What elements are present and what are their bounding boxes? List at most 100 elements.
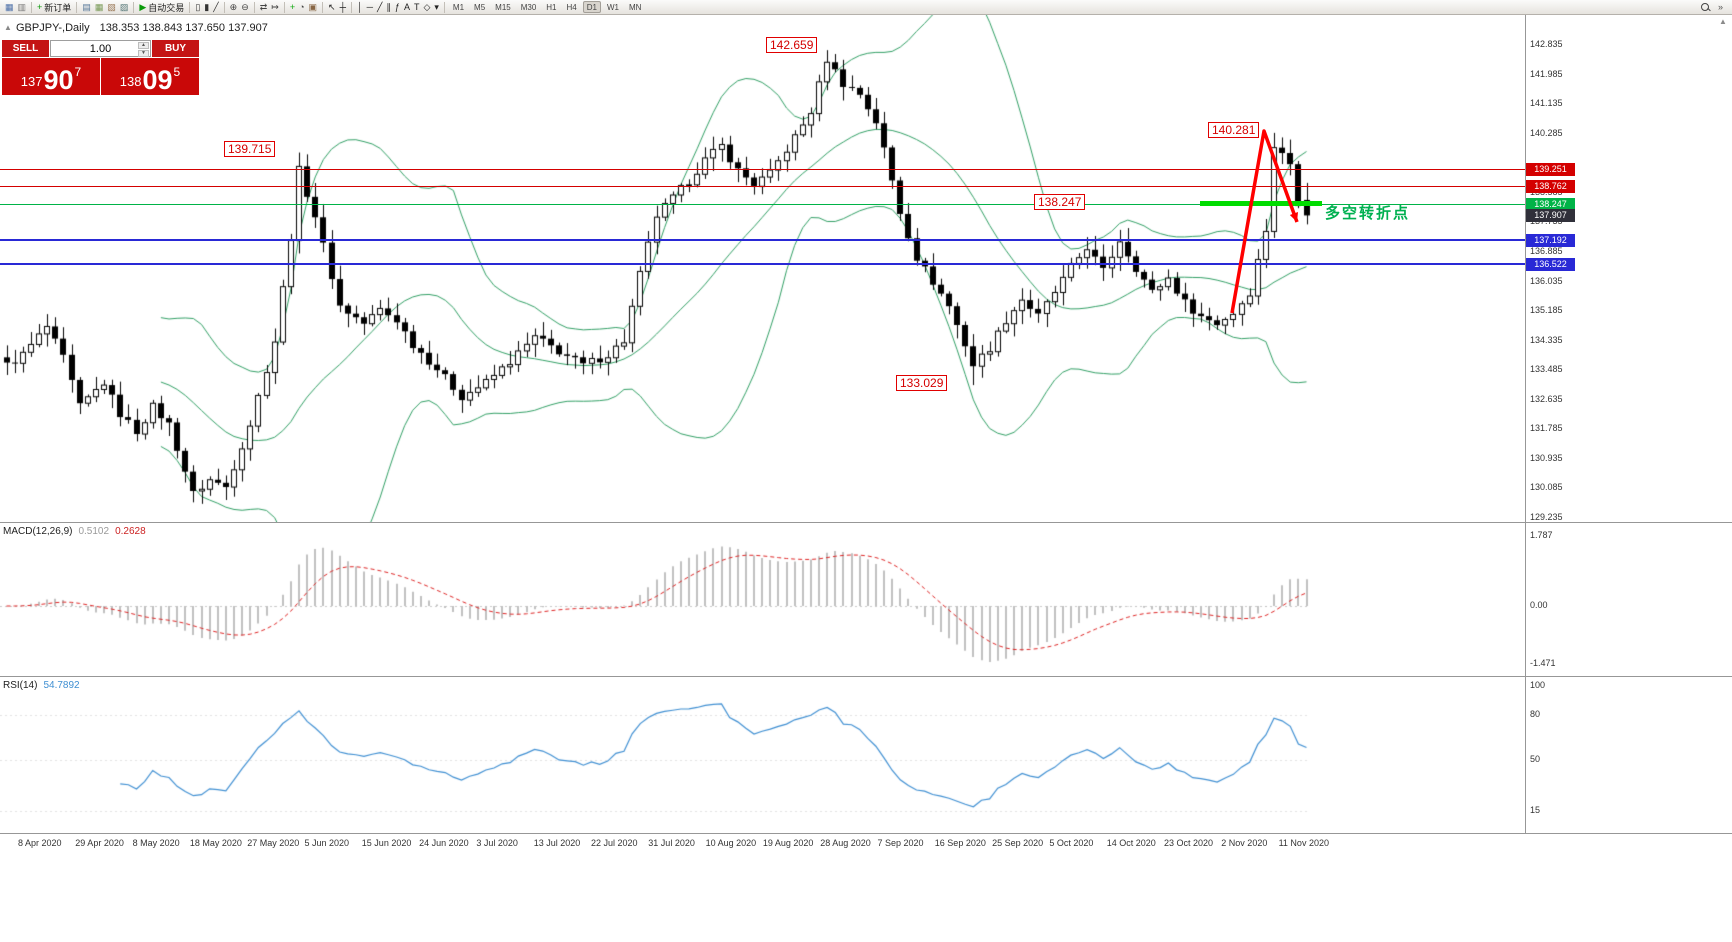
toolbar-separator (322, 1, 324, 13)
date-axis-label: 31 Jul 2020 (648, 838, 695, 848)
timeframe-button-m1[interactable]: M1 (452, 3, 465, 12)
rsi-axis: 100 80 50 15 (1525, 677, 1732, 833)
trendline-icon: ╱ (377, 2, 383, 12)
toolbar-separator (189, 1, 191, 13)
trade-panel-header-row: SELL 1.00 ▲ ▼ BUY (2, 40, 199, 57)
buy-button[interactable]: BUY (152, 40, 199, 57)
timeframe-button-m5[interactable]: M5 (474, 3, 486, 12)
navigator-icon[interactable]: ▧ (105, 1, 118, 14)
new-chart-icon: ▦ (5, 2, 14, 12)
macd-canvas[interactable] (0, 524, 1525, 677)
arrow-objects-icon: ▾ (434, 2, 439, 12)
text-icon: A (403, 2, 410, 12)
channel-icon[interactable]: ∥ (384, 1, 393, 14)
text-label-icon[interactable]: T (412, 1, 422, 14)
crosshair-icon[interactable]: ┼ (338, 1, 348, 14)
market-watch-icon: ▤ (82, 2, 91, 12)
horizontal-line-icon[interactable]: ─ (365, 1, 375, 14)
auto-scroll-icon[interactable]: ⇄ (258, 1, 270, 14)
rsi-value: 54.7892 (43, 680, 80, 691)
new-order-icon: + (37, 2, 43, 12)
sell-price-button[interactable]: 137 90 7 (2, 58, 100, 95)
rsi-canvas[interactable] (0, 678, 1525, 834)
data-window-icon[interactable]: ▦ (93, 1, 106, 14)
price-axis-label: 140.285 (1530, 127, 1563, 138)
time-axis[interactable]: 8 Apr 2020 29 Apr 2020 8 May 2020 18 May 20… (0, 833, 1732, 853)
arrow-objects-icon[interactable]: ▾ (432, 1, 441, 14)
volume-value: 1.00 (89, 42, 112, 55)
buy-price-button[interactable]: 138 09 5 (101, 58, 199, 95)
text-icon[interactable]: A (402, 1, 412, 14)
new-chart-icon[interactable]: ▦ (3, 1, 16, 14)
timeframe-button-h1[interactable]: H1 (546, 3, 557, 12)
date-axis-label: 27 May 2020 (247, 838, 300, 848)
sell-price-point: 7 (74, 65, 82, 79)
scroll-up-icon[interactable]: ▲ (1719, 17, 1727, 26)
chart-shift-icon[interactable]: ↦ (269, 1, 281, 14)
spinner-up-icon[interactable]: ▲ (138, 42, 149, 49)
data-window-icon: ▦ (94, 2, 104, 12)
price-axis-label: 129.235 (1530, 512, 1563, 523)
timeframe-button-m30[interactable]: M30 (520, 3, 537, 12)
toolbar-separator (76, 1, 78, 13)
date-axis-label: 5 Jun 2020 (304, 838, 350, 848)
toolbar-overflow-icon: » (1717, 2, 1723, 12)
one-click-collapse-icon[interactable]: ▲ (4, 23, 12, 32)
date-axis-label: 3 Jul 2020 (476, 838, 518, 848)
horizontal-line-icon: ─ (366, 2, 373, 12)
one-click-trade-panel: SELL 1.00 ▲ ▼ BUY 137 90 7 138 09 5 (2, 40, 199, 95)
autotrading-icon: ▶ (139, 2, 147, 12)
toolbar-overflow-icon[interactable]: » (1716, 1, 1725, 14)
periods-icon[interactable]: ◔ (297, 1, 306, 14)
spinner-down-icon[interactable]: ▼ (138, 50, 149, 57)
timeframe-button-m15[interactable]: M15 (495, 3, 511, 12)
templates-icon[interactable]: ▣ (307, 1, 320, 14)
price-chart-canvas[interactable] (0, 15, 1525, 522)
market-watch-icon[interactable]: ▤ (80, 1, 93, 14)
sell-button[interactable]: SELL (2, 40, 49, 57)
rsi-axis-label: 50 (1530, 753, 1541, 764)
price-tag: 136.522 (1526, 257, 1575, 271)
timeframe-button-mn[interactable]: MN (628, 3, 642, 12)
bar-chart-icon[interactable]: ▯ (193, 1, 202, 14)
terminal-icon[interactable]: ▨ (118, 1, 131, 14)
toolbar-separator (283, 1, 285, 13)
rsi-axis-label: 80 (1530, 709, 1541, 720)
profiles-icon: ▥ (17, 2, 27, 12)
indicators-icon[interactable]: + (288, 1, 297, 14)
price-axis[interactable]: 142.835141.985141.135140.285138.585137.7… (1525, 15, 1732, 522)
candlestick-chart-icon[interactable]: ▮ (202, 1, 211, 14)
macd-axis-label: -1.471 (1530, 657, 1556, 668)
profiles-icon[interactable]: ▥ (16, 1, 29, 14)
line-chart-icon[interactable]: ╱ (211, 1, 220, 14)
timeframe-button-h4[interactable]: H4 (566, 3, 577, 12)
trade-panel-price-row: 137 90 7 138 09 5 (2, 58, 199, 95)
periods-icon: ◔ (299, 2, 305, 12)
price-axis-label: 135.185 (1530, 305, 1563, 316)
autotrading-icon[interactable]: ▶ 自动交易 (137, 1, 186, 14)
price-tag: 137.192 (1526, 234, 1575, 248)
price-tag: 139.251 (1526, 162, 1575, 176)
navigator-icon: ▧ (107, 2, 116, 12)
timeframe-toolbar: M1 M5 M15 M30 H1 H4 D1 W1 MN (448, 0, 647, 14)
shapes-icon[interactable]: ◇ (421, 1, 432, 14)
buy-price-pips: 09 (142, 65, 173, 95)
date-axis-label: 23 Oct 2020 (1164, 838, 1214, 848)
new-order-icon[interactable]: + 新订单 (35, 1, 73, 14)
zoom-out-icon[interactable]: ⊖ (239, 1, 251, 14)
toolbar-separator (223, 1, 225, 13)
price-axis-label: 130.935 (1530, 452, 1563, 463)
zoom-in-icon[interactable]: ⊕ (228, 1, 240, 14)
crosshair-icon: ┼ (339, 2, 346, 12)
price-axis-label: 142.835 (1530, 39, 1563, 50)
rsi-panel: RSI(14) 54.7892 100 80 50 15 (0, 676, 1732, 834)
timeframe-button-d1[interactable]: D1 (582, 1, 601, 13)
vertical-line-icon[interactable]: │ (355, 1, 365, 14)
fibonacci-icon[interactable]: ƒ (393, 1, 402, 14)
search-icon[interactable] (1699, 1, 1712, 14)
cursor-icon[interactable]: ↖ (326, 1, 338, 14)
timeframe-button-w1[interactable]: W1 (606, 3, 619, 12)
price-axis-label: 130.085 (1530, 482, 1563, 493)
volume-input[interactable]: 1.00 ▲ ▼ (50, 40, 151, 57)
trendline-icon[interactable]: ╱ (375, 1, 384, 14)
